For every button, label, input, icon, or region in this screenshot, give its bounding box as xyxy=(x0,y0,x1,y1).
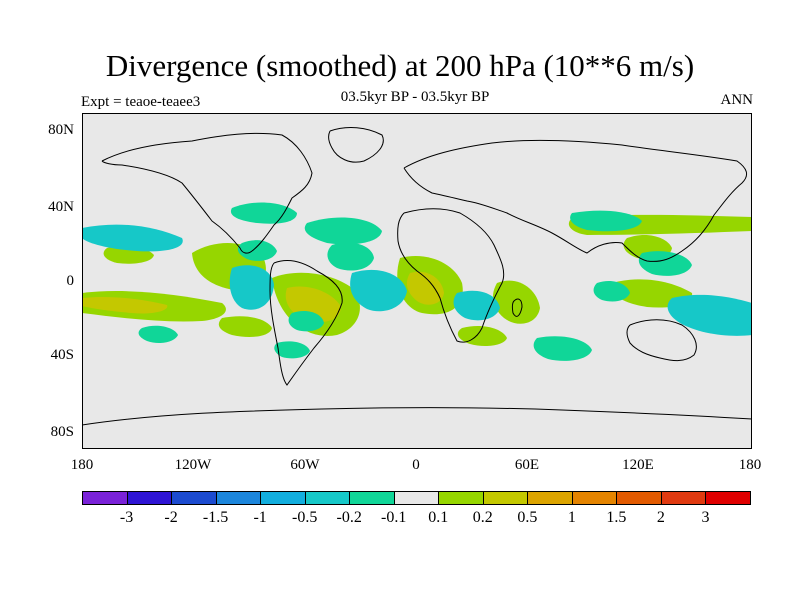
contour-region xyxy=(304,217,382,245)
colorbar-label: 0.5 xyxy=(517,509,538,526)
contour-region xyxy=(229,265,274,310)
colorbar-label: -3 xyxy=(119,509,134,526)
contour-region xyxy=(82,296,168,314)
colorbar-box xyxy=(82,491,128,505)
contour-region xyxy=(457,326,507,346)
contour-region xyxy=(533,336,592,361)
lat-label-40n: 40N xyxy=(48,199,74,215)
lon-label-180w: 180 xyxy=(70,457,94,473)
colorbar-label: 3 xyxy=(701,509,710,526)
colorbar-label: -0.5 xyxy=(291,509,318,526)
colorbar-box xyxy=(705,491,751,505)
coastline-south-america xyxy=(269,260,343,386)
contour-region xyxy=(638,251,692,276)
negative-divergence-regions xyxy=(82,202,752,361)
colorbar-label: -1.5 xyxy=(202,509,229,526)
lon-label-0: 0 xyxy=(412,457,420,473)
colorbar-box xyxy=(171,491,217,505)
contour-region xyxy=(406,271,444,305)
contour-region xyxy=(453,290,500,321)
contour-region xyxy=(327,242,374,271)
contour-region xyxy=(138,325,178,343)
colorbar xyxy=(82,491,751,505)
lon-label-120w: 120W xyxy=(174,457,212,473)
contour-region xyxy=(593,281,630,302)
lat-label-equator: 0 xyxy=(66,273,75,289)
colorbar-box xyxy=(438,491,484,505)
experiment-label: Expt = teaoe-teaee3 xyxy=(81,94,201,110)
lat-label-80n: 80N xyxy=(48,122,74,138)
colorbar-box xyxy=(482,491,529,505)
colorbar-label: -0.2 xyxy=(336,509,362,526)
lat-label-80s: 80S xyxy=(50,424,74,440)
colorbar-label: 0.2 xyxy=(472,509,493,526)
colorbar-label: -2 xyxy=(164,509,178,526)
colorbar-label: 0.1 xyxy=(428,509,449,526)
lon-label-180e: 180 xyxy=(738,457,762,473)
lon-label-60w: 60W xyxy=(290,457,320,473)
colorbar-box xyxy=(616,491,662,505)
coastline-africa xyxy=(397,208,505,343)
colorbar-box xyxy=(260,491,306,505)
colorbar-box xyxy=(527,491,573,505)
contour-region xyxy=(350,269,407,312)
colorbar-label: -1 xyxy=(253,509,267,526)
lon-label-60e: 60E xyxy=(514,457,540,473)
colorbar-box xyxy=(571,491,618,505)
coastlines xyxy=(82,127,752,426)
divergence-field xyxy=(82,127,752,426)
coastline-greenland xyxy=(328,127,384,163)
contour-region xyxy=(218,316,272,337)
colorbar-box xyxy=(349,491,395,505)
colorbar-box xyxy=(660,491,707,505)
contour-region xyxy=(274,341,310,359)
coastline-antarctica xyxy=(82,407,752,426)
map-panel xyxy=(82,113,752,449)
period-subtitle: 03.5kyr BP - 03.5kyr BP xyxy=(340,89,490,105)
colorbar-box xyxy=(126,491,173,505)
lon-label-120e: 120E xyxy=(622,457,654,473)
lat-label-40s: 40S xyxy=(50,347,74,363)
contour-region xyxy=(288,311,324,332)
contour-region xyxy=(570,210,642,232)
contour-region xyxy=(667,294,752,336)
contour-region xyxy=(230,202,297,224)
colorbar-box xyxy=(215,491,262,505)
colorbar-box xyxy=(393,491,440,505)
contour-region xyxy=(237,240,277,261)
positive-divergence-regions xyxy=(82,214,752,346)
coastline-madagascar xyxy=(511,298,523,317)
colorbar-label: -0.1 xyxy=(381,509,407,526)
colorbar-label: 1 xyxy=(567,509,576,526)
colorbar-label: 2 xyxy=(656,509,665,526)
colorbar-label: 1.5 xyxy=(606,509,627,526)
contour-region xyxy=(82,224,183,252)
coastline-eurasia xyxy=(403,139,748,262)
plot-title: Divergence (smoothed) at 200 hPa (10**6 … xyxy=(105,48,695,83)
contour-region xyxy=(492,280,540,324)
coastline-north-america xyxy=(101,132,313,254)
coastline-australia xyxy=(626,319,697,362)
colorbar-box xyxy=(304,491,351,505)
season-label: ANN xyxy=(720,92,754,108)
